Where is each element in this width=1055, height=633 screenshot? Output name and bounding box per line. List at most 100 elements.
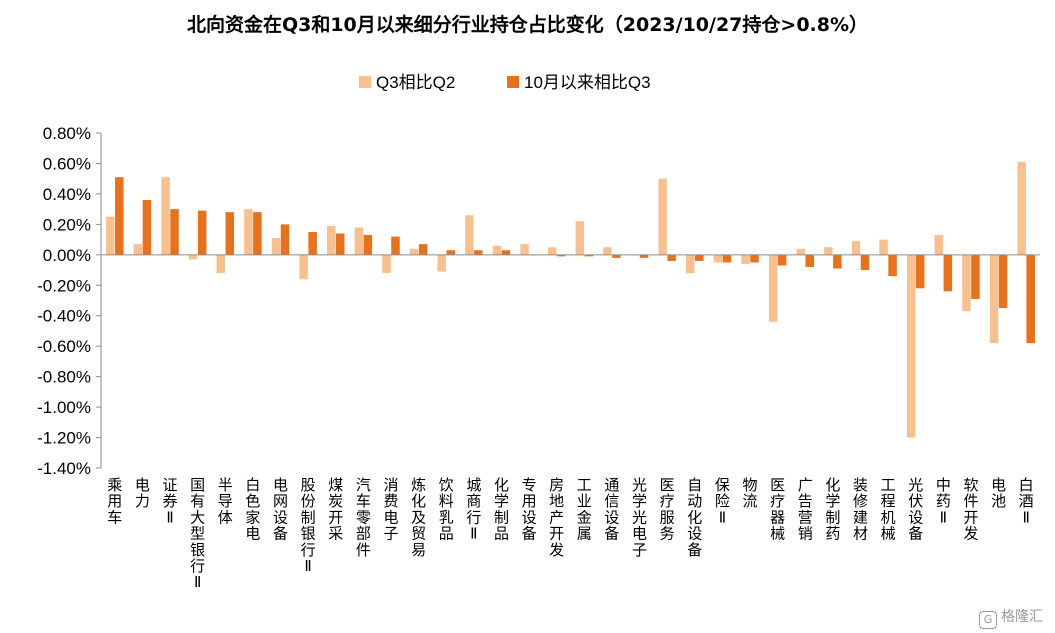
bar-q3-vs-q2 [906, 254, 916, 438]
category-label: 汽车零部件 [356, 476, 371, 559]
bar-oct-vs-q3 [667, 254, 676, 261]
bar-q3-vs-q2 [713, 254, 723, 263]
bar-oct-vs-q3 [777, 254, 787, 266]
category-label: 白酒 Ⅱ [1019, 476, 1034, 526]
bar-q3-vs-q2 [216, 254, 226, 274]
bar-q3-vs-q2 [741, 254, 750, 264]
category-label: 电池 [991, 476, 1006, 510]
bar-q3-vs-q2 [989, 254, 999, 344]
bar-q3-vs-q2 [188, 254, 198, 260]
category-label: 软件开发 [963, 476, 978, 543]
category-label: 化学制药 [825, 476, 840, 543]
bar-q3-vs-q2 [768, 254, 778, 322]
category-label: 专用设备 [522, 476, 537, 543]
y-tick-label: 0.80% [43, 124, 91, 143]
bar-q3-vs-q2 [327, 225, 336, 255]
bar-oct-vs-q3 [446, 250, 455, 255]
category-label: 房地产开发 [549, 476, 564, 559]
bar-oct-vs-q3 [197, 210, 207, 255]
chart-legend: Q3相比Q2 10月以来相比Q3 [359, 73, 651, 92]
bar-oct-vs-q3 [142, 200, 152, 255]
bar-oct-vs-q3 [971, 254, 980, 299]
category-label: 煤炭开采 [328, 476, 343, 543]
category-label: 消费电子 [383, 476, 398, 543]
bar-oct-vs-q3 [336, 233, 345, 255]
bar-oct-vs-q3 [1026, 254, 1035, 344]
bar-q3-vs-q2 [271, 238, 281, 255]
bar-oct-vs-q3 [418, 244, 428, 255]
bar-oct-vs-q3 [612, 254, 621, 258]
bar-q3-vs-q2 [603, 247, 612, 255]
bar-oct-vs-q3 [860, 254, 870, 271]
bar-q3-vs-q2 [575, 221, 585, 255]
bar-q3-vs-q2 [934, 235, 944, 255]
bar-q3-vs-q2 [492, 245, 502, 255]
bar-oct-vs-q3 [280, 224, 290, 255]
y-tick-label: 0.00% [43, 246, 91, 265]
category-label: 物流 [743, 476, 758, 510]
watermark-logo-icon: G [979, 611, 997, 629]
bar-oct-vs-q3 [225, 212, 235, 255]
category-label: 广告营销 [798, 476, 813, 543]
category-label: 证券 Ⅱ [163, 476, 178, 526]
bar-q3-vs-q2 [658, 178, 667, 255]
category-label: 工程机械 [881, 476, 896, 543]
legend-swatch [507, 76, 519, 88]
category-label: 自动化设备 [687, 476, 702, 559]
bar-oct-vs-q3 [750, 254, 759, 263]
category-label: 医疗器械 [770, 476, 785, 543]
bar-oct-vs-q3 [639, 254, 649, 258]
bar-q3-vs-q2 [465, 215, 474, 255]
legend-swatch [359, 76, 371, 88]
chart-title: 北向资金在Q3和10月以来细分行业持仓占比变化（2023/10/27持仓>0.8… [186, 14, 869, 36]
bar-oct-vs-q3 [584, 254, 594, 257]
bars-group [106, 161, 1035, 438]
bar-oct-vs-q3 [888, 254, 897, 277]
category-label: 化学制品 [494, 476, 509, 543]
bar-oct-vs-q3 [115, 177, 124, 255]
bar-oct-vs-q3 [556, 254, 566, 257]
bar-oct-vs-q3 [695, 254, 704, 261]
category-label: 饮料乳品 [439, 476, 454, 543]
category-label: 半导体 [218, 476, 233, 526]
category-label: 中药 Ⅱ [936, 476, 951, 526]
category-label: 工业金属 [577, 476, 592, 543]
bar-q3-vs-q2 [133, 244, 143, 255]
category-label: 光学光电子 [632, 476, 647, 559]
category-label: 通信设备 [604, 476, 619, 543]
y-tick-label: -0.40% [37, 307, 91, 326]
y-tick-label: -0.20% [37, 276, 91, 295]
legend-label: Q3相比Q2 [376, 73, 455, 92]
bar-oct-vs-q3 [308, 231, 317, 255]
category-label: 股份制银行 Ⅱ [301, 476, 316, 575]
y-tick-label: -1.20% [37, 429, 91, 448]
y-tick-label: -0.80% [37, 368, 91, 387]
watermark: G 格隆汇 [979, 606, 1043, 629]
bar-oct-vs-q3 [391, 236, 400, 255]
bar-q3-vs-q2 [851, 241, 861, 255]
category-label: 城商行 Ⅱ [466, 476, 481, 543]
y-tick-label: -1.40% [37, 459, 91, 478]
category-label: 白色家电 [245, 476, 260, 543]
y-axis: 0.80% 0.60% 0.40% 0.20% 0.00% -0.20% -0.40% -0.… [37, 124, 102, 478]
bar-oct-vs-q3 [998, 254, 1008, 309]
bar-oct-vs-q3 [170, 209, 179, 255]
bar-q3-vs-q2 [437, 254, 446, 272]
bar-q3-vs-q2 [547, 247, 557, 255]
category-label: 电力 [135, 476, 150, 510]
bar-oct-vs-q3 [501, 250, 511, 255]
bar-q3-vs-q2 [1017, 161, 1026, 255]
bar-q3-vs-q2 [824, 247, 833, 255]
category-label: 国有大型银行 Ⅱ [190, 476, 205, 591]
bar-q3-vs-q2 [796, 248, 805, 255]
category-label: 炼化及贸易 [411, 476, 426, 559]
watermark-text: 格隆汇 [1001, 609, 1043, 625]
bar-q3-vs-q2 [244, 209, 253, 255]
y-tick-label: -0.60% [37, 337, 91, 356]
bar-q3-vs-q2 [161, 177, 170, 255]
bar-oct-vs-q3 [253, 212, 262, 255]
bar-oct-vs-q3 [722, 254, 732, 263]
bar-oct-vs-q3 [833, 254, 842, 269]
